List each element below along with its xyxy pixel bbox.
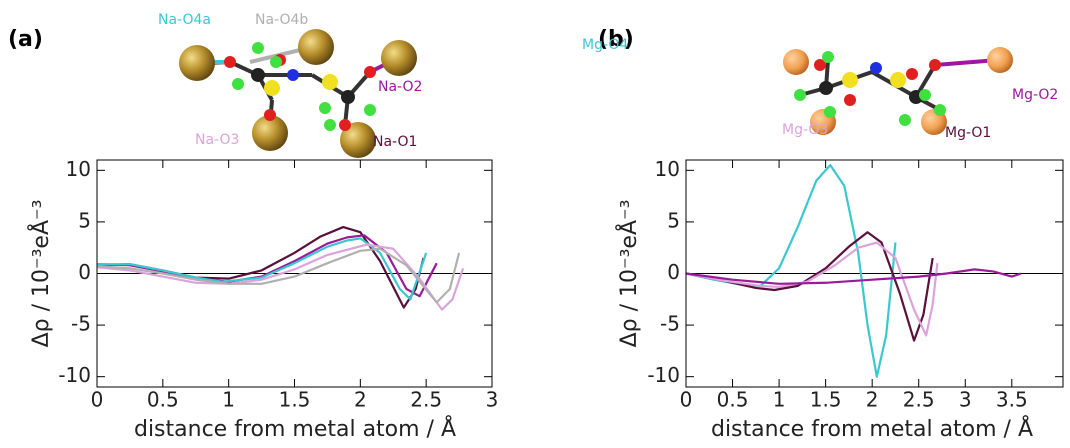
x-tick-label: 1 [773,388,786,412]
y-axis-label: Δρ / 10⁻³eÅ⁻³ [615,200,642,348]
bond-label: Na-O1 [373,134,417,150]
y-tick-label: -10 [647,363,680,387]
y-tick-label: 10 [655,157,680,181]
y-tick-label: -10 [58,363,91,387]
x-axis-label: distance from metal atom / Å [711,415,1033,442]
y-axis-label: Δρ / 10⁻³eÅ⁻³ [27,200,54,348]
data-line [97,235,437,296]
bond-label: Mg-O3 [782,122,828,138]
figure: (a)00.511.522.53-10-50510Na-O1Na-O2Na-O4… [0,0,1070,444]
x-tick-label: 0 [91,388,104,412]
x-tick-label: 3 [486,388,499,412]
page: {"chart_data": [ {"type": "line", "panel… [0,0,1070,448]
x-tick-label: 2 [354,388,367,412]
x-tick-label: 2.5 [410,388,442,412]
y-tick-label: 5 [667,208,680,232]
bond-label: Mg-O2 [1012,87,1058,103]
x-tick-label: 0.5 [147,388,179,412]
y-tick-label: -5 [71,312,91,336]
bond-label: Mg-O4 [582,37,628,53]
data-line [686,165,895,377]
x-tick-label: 1.5 [279,388,311,412]
x-tick-label: 1.5 [810,388,842,412]
bond-label: Na-O4b [255,12,308,28]
y-tick-label: 5 [78,208,91,232]
x-tick-label: 3.5 [996,388,1028,412]
y-tick-label: 10 [66,157,91,181]
bond-label: Na-O3 [195,132,239,148]
x-tick-label: 0.5 [717,388,749,412]
data-line [686,243,937,336]
y-tick-label: 0 [78,260,91,284]
x-tick-label: 1 [222,388,235,412]
y-tick-label: -5 [660,312,680,336]
x-tick-label: 2 [866,388,879,412]
x-tick-label: 2.5 [903,388,935,412]
panel-label: (a) [8,27,43,52]
y-tick-label: 0 [667,260,680,284]
bond-label: Mg-O1 [945,125,991,141]
x-axis-label: distance from metal atom / Å [134,415,456,442]
x-tick-label: 0 [680,388,693,412]
x-tick-label: 3 [959,388,972,412]
bond-label: Na-O2 [378,79,422,95]
bond-label: Na-O4a [158,12,211,28]
